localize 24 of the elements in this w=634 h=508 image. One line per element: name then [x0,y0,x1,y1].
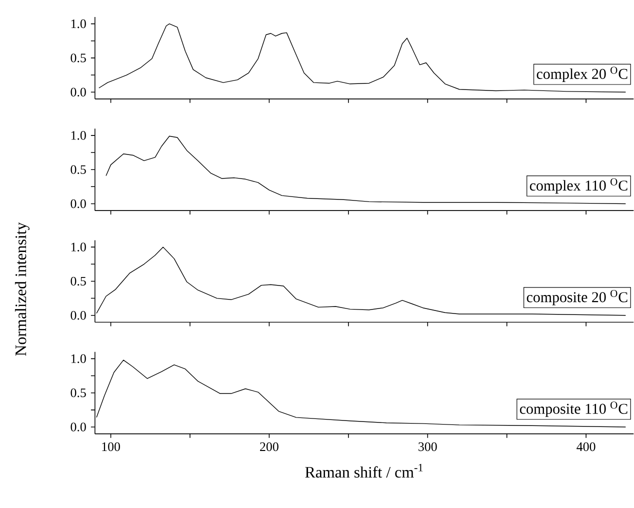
y-tick-label: 0.0 [70,200,86,208]
y-tick-label: 0.5 [70,54,86,63]
y-tick-label: 0.0 [70,422,86,432]
annotation: composite 20 $^{O}$C [526,290,628,306]
y-tick-label: 1.0 [71,354,86,364]
y-tick-label: 0.5 [70,276,86,286]
y-axis-title: Normalized intensity [14,222,30,356]
x-tick-label: 400 [576,442,596,452]
line-series [98,24,626,93]
y-tick-label: 0.0 [70,311,86,320]
y-tick-label: 0.5 [70,165,86,174]
x-tick-label: 300 [418,442,437,452]
x-tick-label: 100 [102,442,120,452]
annotation: composite 110 $^{O}$C [520,402,628,418]
line-series [106,136,626,204]
y-tick-label: 0.0 [70,88,86,97]
y-tick-label: 1.0 [71,131,86,140]
y-tick-label: 0.5 [70,388,86,398]
y-tick-label: 1.0 [71,20,86,28]
x-axis-title: Raman shift / cm$^{-1}$ [305,464,423,478]
y-tick-label: 1.0 [71,242,86,252]
x-tick-label: 200 [260,442,278,452]
annotation: complex 110 $^{O}$C [530,178,628,194]
annotation: complex 20 $^{O}$C [536,66,628,82]
